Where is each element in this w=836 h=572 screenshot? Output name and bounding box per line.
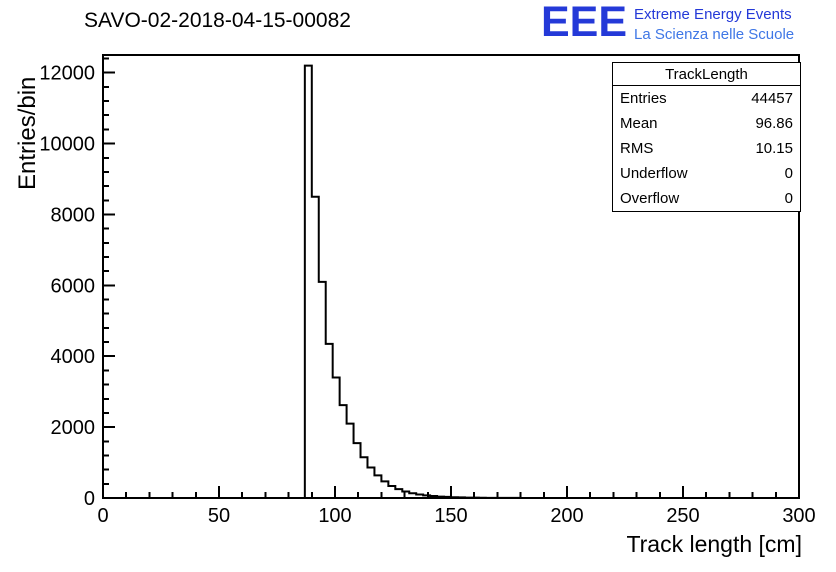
x-tick-label: 300: [782, 505, 815, 527]
x-tick-label: 250: [666, 505, 699, 527]
y-tick-label: 0: [84, 488, 95, 510]
y-axis-title: Entries/bin: [14, 76, 41, 190]
eee-logo-caption: Extreme Energy Events La Scienza nelle S…: [634, 2, 794, 44]
stats-row-rms: RMS 10.15: [613, 136, 800, 161]
eee-logo-line1: Extreme Energy Events: [634, 6, 792, 23]
stats-label: RMS: [620, 140, 654, 157]
stats-label: Mean: [620, 115, 658, 132]
stats-row-underflow: Underflow 0: [613, 161, 800, 186]
stats-row-overflow: Overflow 0: [613, 186, 800, 211]
x-tick-label: 100: [318, 505, 351, 527]
y-tick-label: 12000: [39, 63, 95, 85]
y-tick-label: 2000: [51, 417, 96, 439]
eee-logo-text: EEE: [541, 0, 628, 46]
stats-value: 10.15: [755, 140, 793, 157]
y-tick-label: 4000: [51, 346, 96, 368]
stats-value: 0: [784, 165, 793, 182]
eee-logo-line2: La Scienza nelle Scuole: [634, 25, 795, 43]
y-tick-label: 8000: [51, 204, 96, 226]
eee-logo: EEE Extreme Energy Events La Scienza nel…: [541, 0, 794, 46]
stats-label: Entries: [620, 90, 667, 107]
x-tick-label: 200: [550, 505, 583, 527]
stats-box: TrackLength Entries 44457 Mean 96.86 RMS…: [612, 62, 801, 212]
x-tick-label: 150: [434, 505, 467, 527]
histogram-line: [103, 64, 799, 499]
stats-value: 44457: [751, 90, 793, 107]
x-axis-title: Track length [cm]: [626, 531, 802, 557]
stats-label: Underflow: [620, 165, 688, 182]
y-tick-label: 10000: [39, 134, 95, 156]
stats-value: 96.86: [755, 115, 793, 132]
stats-label: Overflow: [620, 190, 680, 207]
stats-row-mean: Mean 96.86: [613, 111, 800, 136]
y-tick-label: 6000: [51, 275, 96, 297]
axis-tick-labels: 0 50 100 150 200 250 300 0 2000 4000 6000 8000 10000…: [39, 63, 815, 527]
x-tick-label: 50: [208, 505, 230, 527]
plot-title: SAVO-02-2018-04-15-00082: [84, 9, 351, 32]
stats-title: TrackLength: [613, 63, 800, 86]
stats-row-entries: Entries 44457: [613, 86, 800, 111]
x-tick-label: 0: [97, 505, 108, 527]
stats-value: 0: [784, 190, 793, 207]
